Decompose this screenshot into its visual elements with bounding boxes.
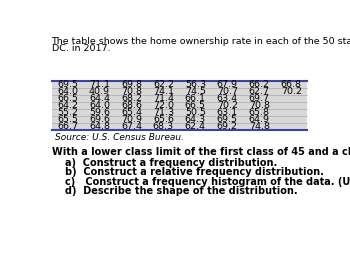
- Text: 67.4: 67.4: [121, 122, 142, 131]
- Text: 63.1: 63.1: [217, 108, 238, 117]
- Text: With a lower class limit of the first class of 45 and a class width of 5:: With a lower class limit of the first cl…: [51, 147, 350, 157]
- Text: 64.0: 64.0: [57, 87, 78, 96]
- Text: 69.5: 69.5: [217, 115, 238, 124]
- Text: 64.8: 64.8: [89, 122, 110, 131]
- Text: 64.4: 64.4: [89, 94, 110, 103]
- Bar: [51, 81, 307, 130]
- Text: 74.8: 74.8: [249, 122, 270, 131]
- Text: d)  Describe the shape of the distribution.: d) Describe the shape of the distributio…: [65, 187, 298, 196]
- Text: 55.2: 55.2: [57, 108, 78, 117]
- Text: 68.2: 68.2: [121, 94, 142, 103]
- Text: 66.7: 66.7: [57, 122, 78, 131]
- Text: 64.0: 64.0: [89, 101, 110, 110]
- Text: 50.5: 50.5: [185, 108, 206, 117]
- Text: 74.1: 74.1: [153, 87, 174, 96]
- Text: a)  Construct a frequency distribution.: a) Construct a frequency distribution.: [65, 158, 278, 168]
- Text: 67.9: 67.9: [217, 80, 238, 89]
- Text: 65.8: 65.8: [249, 108, 270, 117]
- Text: b)  Construct a relative frequency distribution.: b) Construct a relative frequency distri…: [65, 167, 324, 177]
- Text: 64.3: 64.3: [185, 115, 206, 124]
- Text: 59.6: 59.6: [89, 108, 110, 117]
- Text: 70.2: 70.2: [217, 101, 238, 110]
- Text: 68.3: 68.3: [153, 122, 174, 131]
- Text: 69.5: 69.5: [57, 80, 78, 89]
- Text: 69.8: 69.8: [121, 80, 142, 89]
- Text: 69.6: 69.6: [89, 115, 110, 124]
- Text: 69.7: 69.7: [249, 94, 270, 103]
- Text: 63.4: 63.4: [217, 94, 238, 103]
- Text: 69.2: 69.2: [217, 122, 238, 131]
- Text: 62.7: 62.7: [249, 87, 270, 96]
- Text: 72.0: 72.0: [153, 101, 174, 110]
- Text: 40.9: 40.9: [89, 87, 110, 96]
- Text: DC. in 2017.: DC. in 2017.: [51, 44, 110, 53]
- Text: 56.3: 56.3: [185, 80, 206, 89]
- Text: 70.2: 70.2: [281, 87, 302, 96]
- Text: c)   Construct a frequency histogram of the data. (Using Excel): c) Construct a frequency histogram of th…: [65, 177, 350, 187]
- Text: 62.2: 62.2: [153, 80, 174, 89]
- Text: 71.3: 71.3: [153, 108, 174, 117]
- Text: Source: U.S. Census Bureau.: Source: U.S. Census Bureau.: [55, 133, 184, 142]
- Text: 70.8: 70.8: [121, 87, 142, 96]
- Text: 66.2: 66.2: [249, 80, 270, 89]
- Text: 66.8: 66.8: [281, 80, 302, 89]
- Text: 65.4: 65.4: [121, 108, 142, 117]
- Text: 70.9: 70.9: [121, 115, 142, 124]
- Text: 66.1: 66.1: [185, 94, 206, 103]
- Text: 65.6: 65.6: [153, 115, 174, 124]
- Text: 64.2: 64.2: [57, 101, 78, 110]
- Text: 71.1: 71.1: [89, 80, 110, 89]
- Text: 70.8: 70.8: [249, 101, 270, 110]
- Text: 66.5: 66.5: [57, 94, 78, 103]
- Text: 66.5: 66.5: [185, 101, 206, 110]
- Text: 68.6: 68.6: [121, 101, 142, 110]
- Text: The table shows the home ownership rate in each of the 50 states and Washington,: The table shows the home ownership rate …: [51, 38, 350, 47]
- Text: 62.4: 62.4: [185, 122, 206, 131]
- Text: 74.5: 74.5: [185, 87, 206, 96]
- Text: 70.7: 70.7: [217, 87, 238, 96]
- Text: 65.5: 65.5: [57, 115, 78, 124]
- Text: 64.9: 64.9: [249, 115, 270, 124]
- Text: 71.4: 71.4: [153, 94, 174, 103]
